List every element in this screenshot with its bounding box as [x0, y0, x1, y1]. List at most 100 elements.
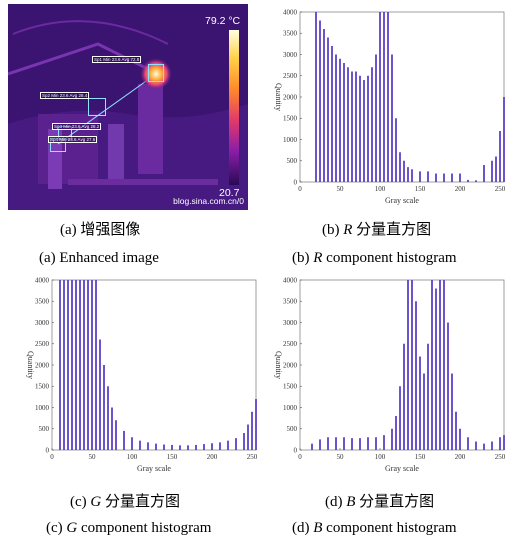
spot-box-2	[88, 98, 106, 116]
temperature-scale-bar	[229, 30, 239, 185]
histogram-bar	[79, 280, 81, 450]
y-tick-label: 3000	[35, 319, 50, 327]
histogram-bar	[483, 443, 485, 450]
caption-b-cn-suffix: 分量直方图	[352, 222, 432, 238]
histogram-bar	[359, 438, 361, 450]
y-tick-label: 2000	[283, 93, 298, 101]
histogram-bar	[431, 280, 433, 450]
histogram-bar	[243, 433, 245, 450]
caption-c-cn-prefix: (c)	[70, 494, 91, 510]
histogram-bar	[503, 435, 505, 450]
histogram-bar	[387, 12, 389, 182]
y-axis-label: Quantity	[274, 83, 283, 111]
x-tick-label: 50	[89, 453, 97, 461]
histogram-bar	[255, 399, 257, 450]
x-tick-label: 100	[375, 185, 386, 193]
histogram-bar	[419, 171, 421, 182]
watermark: blog.sina.com.cn/0	[173, 196, 244, 206]
histogram-bar	[123, 430, 125, 450]
y-tick-label: 3500	[283, 30, 298, 38]
caption-b-en-suffix: component histogram	[322, 250, 457, 266]
histogram-bar	[75, 280, 77, 450]
chart-b-svg: 0 50 100 150 200 2500500100015002000250030003…	[274, 276, 506, 473]
histogram-bar	[391, 54, 393, 182]
histogram-bar	[327, 37, 329, 182]
y-tick-label: 3500	[35, 298, 50, 306]
x-axis-label: Gray scale	[385, 196, 419, 205]
histogram-bar	[331, 46, 333, 182]
x-tick-label: 150	[415, 453, 426, 461]
histogram-bar	[495, 156, 497, 182]
thermal-image: Sp1 Min 23.6 Avg 72.8 Sp2 Min 23.6 Avg 2…	[8, 4, 248, 210]
y-axis-label: Quantity	[26, 351, 35, 379]
histogram-bar	[459, 173, 461, 182]
histogram-bar	[427, 171, 429, 182]
y-tick-label: 3000	[283, 319, 298, 327]
histogram-bar	[203, 444, 205, 450]
y-tick-label: 500	[287, 157, 298, 165]
histogram-bar	[411, 280, 413, 450]
histogram-bar	[187, 445, 189, 450]
spot-box-1	[148, 64, 164, 82]
histogram-bar	[155, 443, 157, 450]
histogram-bar	[103, 365, 105, 450]
histogram-bar	[95, 280, 97, 450]
x-tick-label: 50	[337, 185, 345, 193]
histogram-bar	[111, 407, 113, 450]
caption-d-en-var: B	[313, 520, 323, 536]
y-tick-label: 500	[287, 425, 298, 433]
chart-g-histogram: 0 50 100 150 200 250 0 500 1000 1500 2000 2500 3000 3…	[22, 272, 262, 478]
histogram-bar	[391, 428, 393, 450]
caption-b-en: (b) R component histogram	[292, 250, 457, 267]
caption-c-en-prefix: (c)	[46, 520, 67, 536]
histogram-bar	[467, 437, 469, 450]
histogram-bar	[403, 343, 405, 450]
histogram-bar	[367, 75, 369, 182]
chart-g-svg: 0 50 100 150 200 2500500100015002000250030003…	[26, 276, 258, 473]
histogram-bar	[323, 29, 325, 182]
histogram-bar	[319, 439, 321, 450]
x-tick-label: 0	[298, 453, 302, 461]
histogram-bar	[211, 443, 213, 450]
histogram-bar	[395, 118, 397, 182]
histogram-bar	[443, 173, 445, 182]
histogram-bar	[423, 373, 425, 450]
histogram-bar	[455, 411, 457, 450]
histogram-bar	[351, 71, 353, 182]
x-tick-label: 200	[455, 453, 466, 461]
histogram-bar	[379, 12, 381, 182]
histogram-bar	[91, 280, 93, 450]
histogram-bar	[247, 424, 249, 450]
histogram-bar	[491, 441, 493, 450]
caption-b-cn-prefix: (b)	[322, 222, 344, 238]
histogram-bar	[383, 435, 385, 450]
histogram-bar	[319, 20, 321, 182]
histogram-bar	[411, 169, 413, 182]
histogram-bar	[63, 280, 65, 450]
histogram-bar	[219, 442, 221, 450]
histogram-bar	[179, 445, 181, 450]
x-axis-label: Gray scale	[137, 464, 171, 473]
max-temp-label: 79.2 °C	[205, 15, 241, 27]
x-tick-label: 200	[455, 185, 466, 193]
histogram-bar	[107, 386, 109, 450]
y-tick-label: 1000	[35, 404, 50, 412]
caption-c-en: (c) G component histogram	[46, 520, 211, 537]
histogram-bar	[339, 58, 341, 182]
histogram-bar	[499, 131, 501, 182]
histogram-bar	[435, 173, 437, 182]
histogram-bar	[451, 173, 453, 182]
spot-label-2: Sp2 Min 23.6 Avg 28.4	[40, 92, 90, 99]
caption-d-cn-suffix: 分量直方图	[355, 494, 435, 510]
y-tick-label: 4000	[283, 276, 298, 284]
histogram-bar	[335, 54, 337, 182]
histogram-bar	[399, 152, 401, 182]
y-tick-label: 1500	[283, 383, 298, 391]
spot-label-1: Sp1 Min 23.6 Avg 72.8	[92, 56, 142, 63]
plot-frame	[299, 11, 505, 183]
histogram-bar	[427, 343, 429, 450]
x-tick-label: 150	[415, 185, 426, 193]
histogram-bar	[491, 160, 493, 182]
histogram-bar	[147, 442, 149, 450]
y-tick-label: 1500	[35, 383, 50, 391]
